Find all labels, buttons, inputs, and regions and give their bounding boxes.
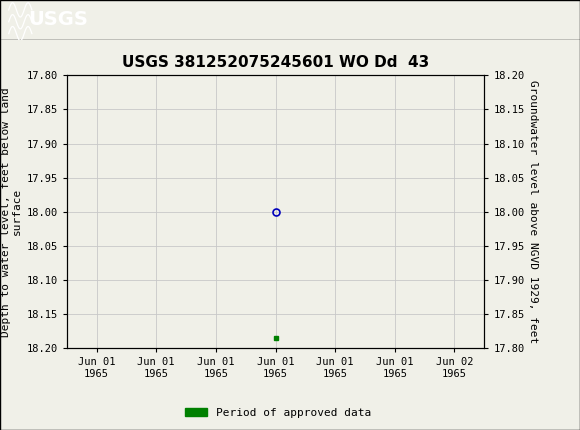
Y-axis label: Depth to water level, feet below land
surface: Depth to water level, feet below land su… xyxy=(1,87,22,337)
Y-axis label: Groundwater level above NGVD 1929, feet: Groundwater level above NGVD 1929, feet xyxy=(528,80,538,344)
Title: USGS 381252075245601 WO Dd  43: USGS 381252075245601 WO Dd 43 xyxy=(122,55,429,70)
Text: USGS: USGS xyxy=(28,10,88,29)
Legend: Period of approved data: Period of approved data xyxy=(181,403,376,422)
